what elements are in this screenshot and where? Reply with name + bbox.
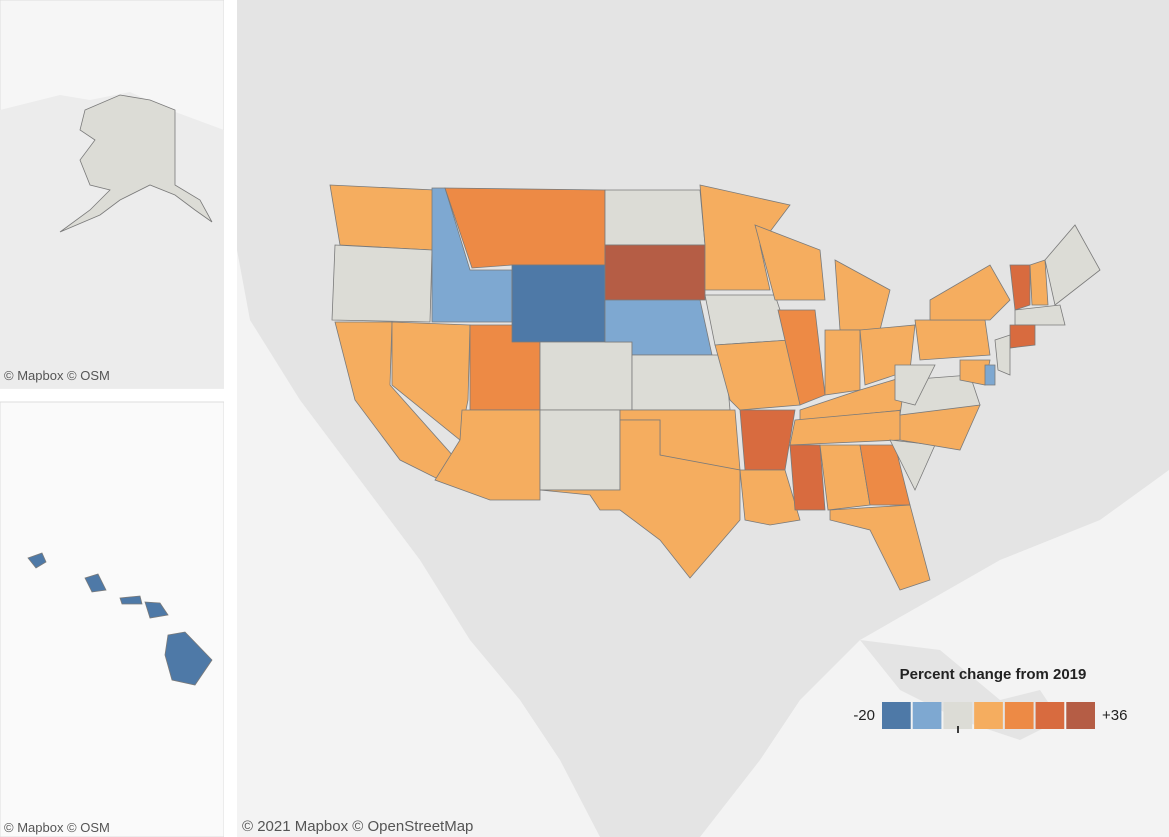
legend-swatch [912, 702, 942, 729]
attribution: © 2021 Mapbox © OpenStreetMap [242, 818, 474, 835]
attribution: © Mapbox © OSM [4, 820, 110, 835]
attribution: © Mapbox © OSM [4, 368, 110, 383]
legend: Percent change from 2019 -20 +36 [853, 666, 1127, 733]
legend-swatch [943, 702, 973, 729]
legend-swatch [974, 702, 1003, 729]
legend-swatch [1035, 702, 1065, 729]
hawaii-panel [0, 401, 225, 837]
alaska [59, 94, 213, 233]
states [329, 184, 1101, 591]
legend-title: Percent change from 2019 [900, 666, 1087, 683]
legend-swatch [1004, 702, 1034, 729]
hawaii [27, 552, 213, 686]
legend-swatch [882, 702, 911, 729]
legend-swatch [1066, 702, 1095, 729]
divider [224, 0, 237, 837]
legend-min: -20 [853, 707, 875, 724]
legend-max: +36 [1102, 707, 1127, 724]
